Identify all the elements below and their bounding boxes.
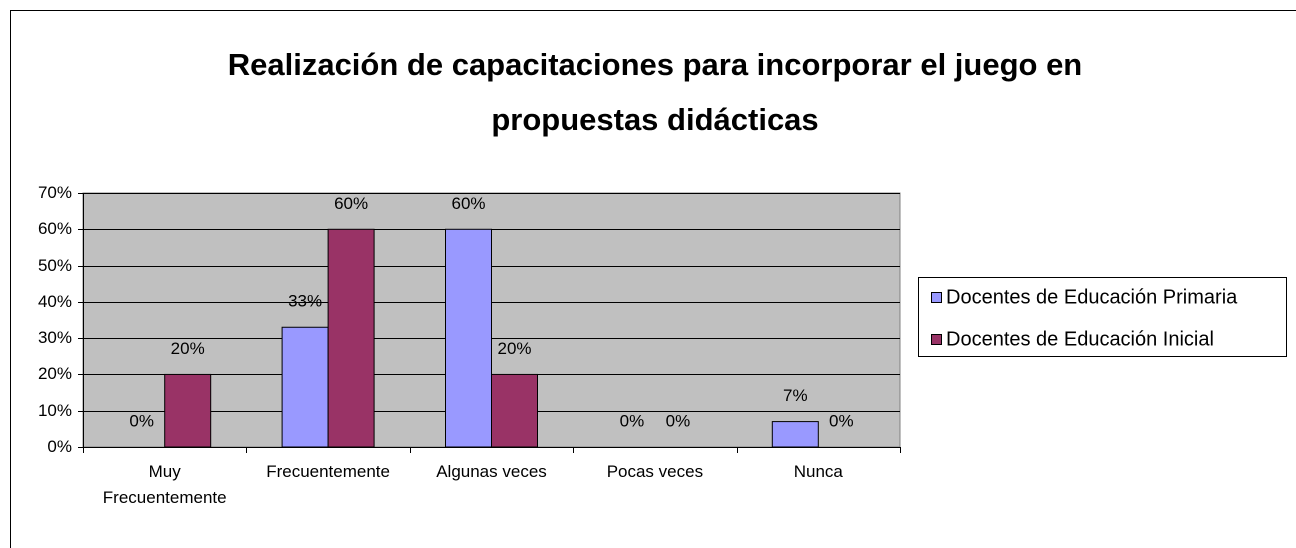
x-tick-label: Algunas veces	[436, 462, 547, 481]
data-label: 0%	[829, 411, 854, 430]
bar	[771, 421, 819, 448]
legend-swatch	[931, 334, 942, 345]
data-label: 20%	[171, 339, 205, 358]
bar	[164, 373, 212, 448]
data-label: 0%	[129, 411, 154, 430]
x-tick-label: Pocas veces	[606, 462, 704, 481]
data-label: 7%	[783, 386, 808, 405]
data-label: 60%	[451, 194, 485, 213]
y-tick-label: 20%	[38, 364, 72, 383]
bar	[281, 326, 329, 448]
y-tick-label: 30%	[38, 328, 72, 347]
bar	[327, 228, 375, 448]
y-tick-label: 0%	[47, 437, 72, 456]
legend-label: Docentes de Educación Inicial	[946, 328, 1214, 350]
y-tick-label: 10%	[38, 401, 72, 420]
chart-title: Realización de capacitaciones para incor…	[227, 47, 1083, 137]
data-label: 20%	[497, 339, 531, 358]
y-tick-label: 70%	[38, 183, 72, 202]
x-tick-label: Frecuentemente	[266, 462, 390, 481]
y-tick-label: 50%	[38, 256, 72, 275]
legend-label: Docentes de Educación Primaria	[946, 286, 1238, 308]
legend-swatch	[931, 292, 942, 303]
data-label: 0%	[666, 411, 691, 430]
bar	[491, 373, 538, 448]
data-label: 60%	[334, 194, 368, 213]
bar	[445, 228, 492, 448]
x-tick-label: Muy Frecuentemente	[102, 462, 227, 507]
y-tick-label: 60%	[38, 219, 72, 238]
x-tick-label: Nunca	[793, 462, 843, 481]
data-label: 33%	[288, 292, 322, 311]
legend	[918, 277, 1287, 357]
y-tick-label: 40%	[38, 292, 72, 311]
data-label: 0%	[620, 411, 645, 430]
